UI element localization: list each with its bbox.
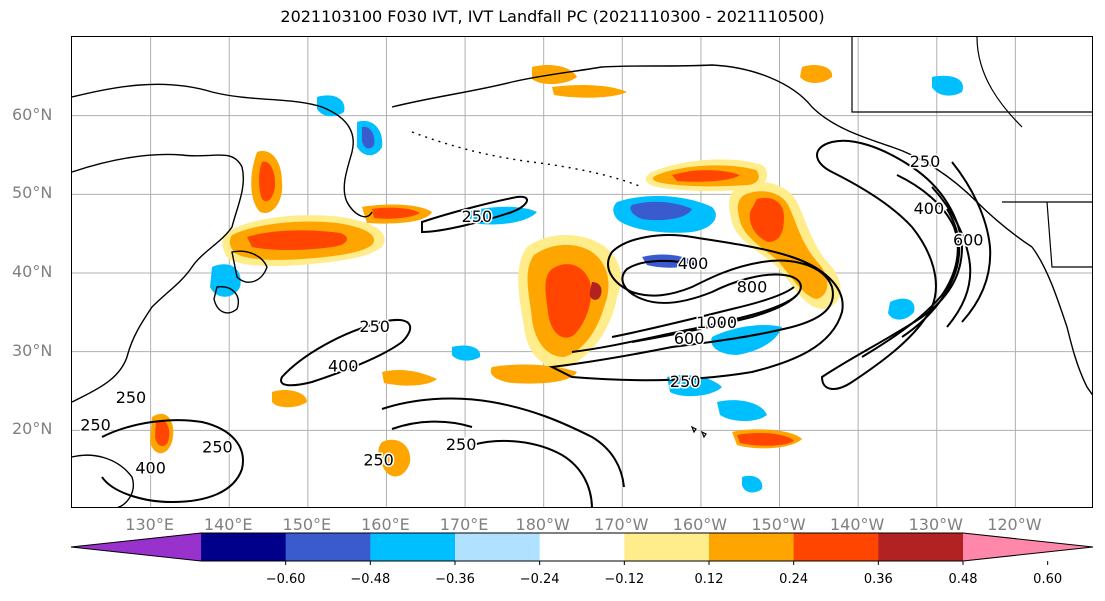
- colorbar-segments: [70, 532, 1094, 565]
- contour-label: 400: [328, 356, 359, 375]
- contour-label: 250: [910, 152, 941, 171]
- longitude-label: 140°W: [829, 515, 885, 534]
- latitude-label: 50°N: [12, 183, 53, 203]
- contour-label: 250: [363, 451, 394, 470]
- colorbar-tick-label: 0.36: [863, 572, 893, 587]
- latitude-label: 30°N: [12, 340, 53, 360]
- longitude-label: 170°E: [439, 515, 489, 534]
- longitude-label: 150°E: [282, 515, 332, 534]
- positive-anomaly-japan: [222, 204, 432, 267]
- colorbar-tick-label: −0.36: [435, 572, 475, 587]
- longitude-label: 170°W: [594, 515, 649, 534]
- gridlines: [72, 37, 1092, 507]
- positive-anomaly-gulf: [729, 182, 841, 309]
- colorbar-tick-label: −0.12: [604, 572, 645, 587]
- colorbar-tick-label: 0.12: [694, 572, 724, 587]
- contour-label: 250: [80, 415, 111, 434]
- colorbar-tick-label: 0.60: [1033, 572, 1063, 587]
- positive-anomaly-central-pacific: [518, 235, 621, 368]
- contour-label: 600: [674, 329, 705, 348]
- colorbar-tick-label: 0.48: [948, 572, 978, 587]
- colorbar-segment: [370, 533, 456, 561]
- colorbar-segment: [624, 533, 710, 561]
- colorbar-segment: [285, 533, 371, 561]
- contour-label: 800: [737, 278, 768, 297]
- contour-label: 400: [914, 199, 945, 218]
- longitude-label: 180°W: [515, 515, 570, 534]
- colorbar-segment: [793, 533, 879, 561]
- colorbar-extend-low: [71, 533, 201, 561]
- latitude-label: 40°N: [12, 262, 53, 281]
- positive-anomaly-50n-band: [645, 159, 768, 192]
- coastlines: [72, 37, 1092, 507]
- map-title: 2021103100 F030 IVT, IVT Landfall PC (20…: [280, 7, 825, 26]
- ivt-shading: [150, 65, 963, 493]
- positive-anomaly-ne-asia: [251, 151, 283, 213]
- latitude-label: 20°N: [12, 419, 53, 439]
- contour-label: 400: [678, 254, 709, 273]
- longitude-label: 160°W: [672, 515, 728, 534]
- colorbar-tick-label: −0.24: [519, 572, 560, 587]
- contour-label: 250: [446, 435, 477, 454]
- colorbar-tick-label: −0.48: [350, 572, 391, 587]
- contour-label: 250: [359, 317, 390, 336]
- positive-anomaly-tropics: [150, 65, 833, 477]
- colorbar-segment: [201, 533, 287, 561]
- longitude-label: 140°E: [203, 515, 253, 534]
- contour-label: 250: [202, 437, 233, 456]
- colorbar-tick-label: −0.60: [265, 572, 306, 587]
- contour-label: 400: [135, 459, 166, 478]
- contour-label: 250: [670, 372, 701, 391]
- longitude-label: 130°E: [125, 515, 174, 534]
- colorbar-extend-high: [963, 533, 1093, 561]
- colorbar-segment: [539, 533, 625, 561]
- contour-label: 250: [462, 207, 493, 226]
- colorbar-segment: [878, 533, 964, 561]
- contour-label: 600: [953, 230, 984, 249]
- contour-label: 250: [116, 388, 147, 407]
- map-panel: 250 250 400 250 250 250 400 250 250 400 800 1000 600…: [71, 36, 1093, 508]
- longitude-label: 120°W: [987, 515, 1042, 534]
- ivt-contours: [101, 139, 992, 507]
- contour-label: 1000: [696, 313, 737, 332]
- colorbar-tick-label: 0.24: [779, 572, 809, 587]
- colorbar-segment: [455, 533, 541, 561]
- colorbar-segment: [709, 533, 795, 561]
- latitude-label: 60°N: [12, 104, 53, 124]
- colorbar-outline: [70, 532, 1094, 562]
- longitude-label: 160°E: [361, 515, 410, 534]
- negative-anomaly-blobs: [210, 75, 963, 493]
- longitude-label: 130°W: [908, 515, 963, 534]
- longitude-label: 150°W: [751, 515, 806, 534]
